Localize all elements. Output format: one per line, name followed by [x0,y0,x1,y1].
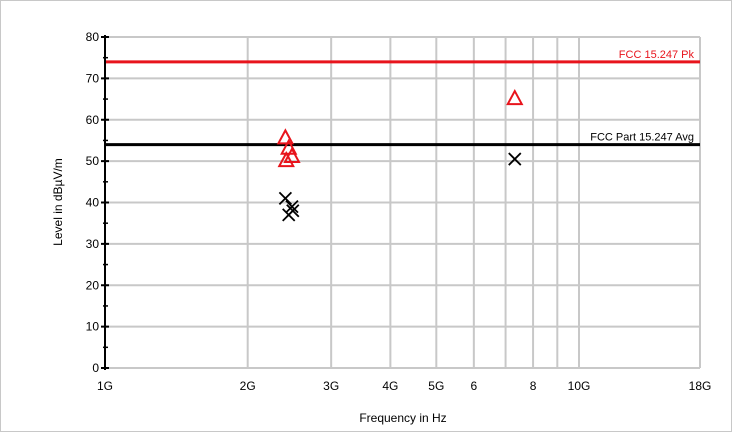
x-marker-stroke [278,191,293,205]
x-marker-stroke [285,200,299,214]
x-tick-label: 18G [689,379,712,393]
x-tick-label: 2G [240,379,256,393]
limit-lines: FCC 15.247 Pk FCC Part 15.247 Avg [105,49,700,147]
x-tick-label: 5G [428,379,444,393]
y-axis-title: Level in dBµV/m [51,158,65,246]
x-tick-label: 3G [323,379,339,393]
y-tick-label: 60 [86,113,100,127]
x-tick-label: 10G [568,379,591,393]
y-tick-label: 10 [86,320,100,334]
tick-labels: 0 10 20 30 40 50 60 70 80 1G 2G 3G 4G 5G 6 8 10G 18G [86,30,712,393]
x-tick-label: 4G [382,379,398,393]
triangle-marker [277,151,295,168]
y-tick-label: 40 [86,196,100,210]
axes [101,35,109,370]
triangle-marker [276,128,295,145]
x-marker [286,204,300,218]
grid [104,36,701,369]
x-marker [278,191,293,205]
y-tick-label: 80 [86,30,100,44]
x-marker-stroke [286,204,300,218]
x-axis-title: Frequency in Hz [359,411,446,425]
y-tick-label: 20 [86,278,100,292]
y-tick-label: 50 [86,154,100,168]
data-markers [276,88,524,222]
x-marker [285,200,299,214]
x-tick-label: 8 [530,379,537,393]
y-tick-label: 70 [86,71,100,85]
x-tick-label: 1G [97,379,113,393]
limit-line-label: FCC 15.247 Pk [619,49,695,61]
x-marker [508,152,522,166]
y-tick-label: 30 [86,237,100,251]
x-tick-label: 6 [471,379,478,393]
triangle-marker [506,88,524,106]
y-tick-label: 0 [92,361,99,375]
x-marker-stroke [508,152,522,166]
limit-line-label: FCC Part 15.247 Avg [590,132,694,144]
